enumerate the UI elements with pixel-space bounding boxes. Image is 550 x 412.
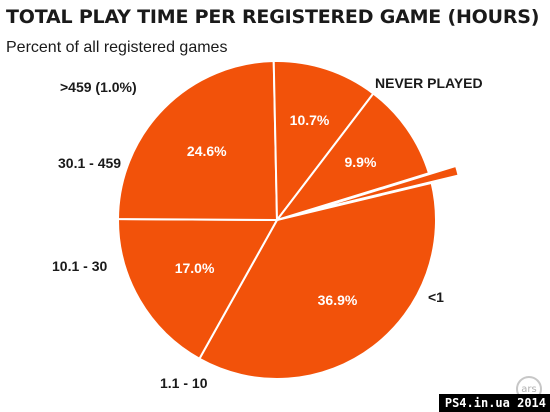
- slice-value-label: 17.0%: [175, 260, 215, 276]
- pie-slice: [303, 164, 460, 214]
- slice-category-label: NEVER PLAYED: [375, 75, 483, 91]
- chart-subtitle: Percent of all registered games: [6, 39, 228, 56]
- slice-category-label: 30.1 - 459: [58, 155, 121, 171]
- pie-slice: [198, 181, 437, 380]
- slice-category-label: 1.1 - 10: [160, 375, 208, 391]
- slice-category-label: >459 (1.0%): [60, 79, 137, 95]
- pie-slice: [272, 60, 375, 221]
- chart-title: TOTAL PLAY TIME PER REGISTERED GAME (HOU…: [6, 6, 540, 28]
- watermark: PS4.in.ua 2014: [438, 394, 550, 412]
- slice-category-label: <1: [428, 289, 444, 305]
- slice-value-label: 9.9%: [344, 154, 376, 170]
- pie-slice: [117, 60, 278, 221]
- pie-slice: [117, 218, 278, 360]
- slice-category-label: 10.1 - 30: [52, 258, 107, 274]
- slice-value-label: 36.9%: [318, 292, 358, 308]
- pie-slice: [276, 92, 430, 221]
- slice-value-label: 10.7%: [290, 112, 330, 128]
- slice-value-label: 24.6%: [187, 143, 227, 159]
